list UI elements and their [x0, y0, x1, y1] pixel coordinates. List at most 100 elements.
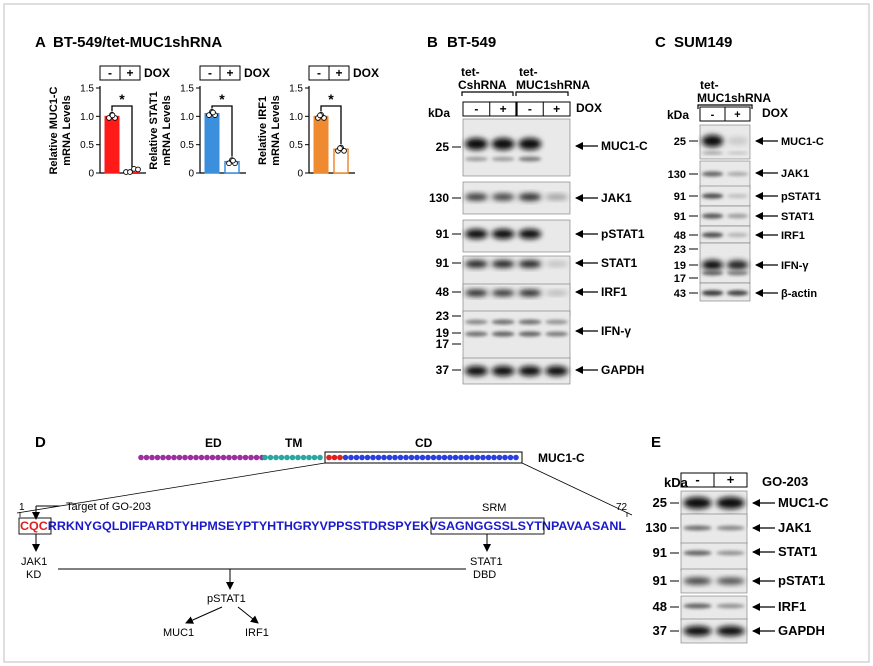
panel-c: C SUM149 tet- MUC1shRNA kDa DOX - + 25 MUC… — [655, 34, 824, 302]
domain-bead — [278, 454, 285, 461]
cd-bead — [408, 454, 415, 461]
cd-bead — [447, 454, 453, 461]
band — [701, 135, 724, 147]
band — [491, 366, 515, 376]
cd-bead — [425, 454, 431, 461]
bar-chart-2: - + DOX 0 0.5 1.0 1.5 Relative STAT1mRNA Levels… — [148, 65, 270, 180]
panel-c-group-line2: MUC1shRNA — [697, 91, 771, 105]
y-axis-label: Relative MUC1-CmRNA Levels — [48, 86, 73, 174]
y-tick-label: 1.5 — [80, 84, 94, 95]
band — [545, 319, 569, 325]
band — [464, 229, 488, 239]
band — [701, 193, 724, 199]
lane-label: - — [474, 102, 478, 116]
cd-bead — [359, 454, 365, 461]
protein-label: β-actin — [781, 288, 817, 300]
y-tick-label: 0 — [297, 169, 303, 180]
band — [716, 497, 745, 509]
cqc-bead — [337, 454, 343, 461]
protein-label: IFN-γ — [781, 260, 809, 272]
y-axis-label-line1: Relative MUC1-C — [48, 86, 60, 174]
target-gene-irf1: IRF1 — [245, 627, 269, 639]
blot-stat1: 91 STAT1 — [674, 205, 814, 227]
size-marker-130: 130 — [645, 520, 667, 535]
significance-bracket — [111, 105, 133, 168]
cd-bead — [502, 454, 508, 461]
domain-bead — [138, 454, 144, 461]
cd-bead — [480, 454, 486, 461]
band — [464, 331, 488, 337]
zoom-line-right — [521, 462, 633, 516]
cd-bead — [474, 454, 481, 461]
domain-bead — [311, 454, 318, 461]
dox-label: DOX — [244, 66, 270, 80]
dox-plus-label: + — [226, 66, 233, 80]
blot-irf1: 48 IRF1 — [436, 283, 627, 317]
domain-bead — [300, 454, 307, 461]
sequence-cqc-motif: CQC — [20, 519, 48, 533]
protein-label: IFN-γ — [601, 324, 631, 338]
cd-bead — [397, 454, 404, 461]
cd-bead — [458, 454, 464, 461]
blot-pstat1: 91 pSTAT1 — [674, 185, 821, 207]
significance-star: * — [119, 91, 125, 107]
panel-c-blots: 25 MUC1-C 130 JAK1 91 pSTAT1 91 STAT1 48 IRF1 23 19… — [668, 124, 824, 302]
protein-label: pSTAT1 — [781, 191, 821, 203]
band — [464, 260, 488, 268]
protein-label: IRF1 — [781, 230, 805, 242]
significance-bracket — [211, 105, 233, 157]
panel-c-group-bracket — [697, 104, 753, 109]
cd-bead — [419, 454, 426, 461]
domain-bead — [284, 454, 290, 461]
cd-bead — [370, 454, 376, 461]
panel-e-blots: 25 MUC1-C 130 JAK1 91 STAT1 91 pSTAT1 48 IRF1 37 GA… — [645, 490, 829, 644]
band — [683, 577, 712, 585]
blot-stat1: 91 STAT1 — [653, 542, 817, 572]
size-marker-130: 130 — [668, 169, 686, 181]
protein-label: JAK1 — [778, 520, 811, 535]
y-axis-label: Relative IRF1mRNA Levels — [257, 95, 282, 166]
size-marker-48: 48 — [653, 599, 667, 614]
jak1-kd-label: KD — [26, 569, 41, 581]
size-marker-48: 48 — [674, 230, 686, 242]
band — [701, 270, 724, 276]
domain-bead — [226, 454, 232, 461]
size-marker-91: 91 — [653, 573, 667, 588]
size-marker-23: 23 — [436, 309, 450, 323]
cd-bead — [414, 454, 420, 461]
domain-bead — [160, 454, 166, 461]
cqc-bead — [326, 454, 332, 461]
band — [491, 138, 515, 150]
y-axis-label-line2: mRNA Levels — [161, 95, 173, 166]
band — [683, 626, 712, 636]
go203-target-label: Target of GO-203 — [66, 501, 151, 513]
panel-e-letter: E — [651, 434, 661, 451]
replicate-point — [317, 112, 323, 119]
lane-label: - — [711, 109, 715, 121]
protein-label: pSTAT1 — [778, 573, 825, 588]
panel-b-lane-headers: - + - + — [462, 101, 571, 117]
band — [545, 290, 569, 296]
panel-c-lane-headers: - + — [699, 106, 751, 122]
band — [464, 319, 488, 325]
size-marker-91: 91 — [674, 191, 686, 203]
panel-d-letter: D — [35, 434, 46, 451]
band — [545, 194, 569, 200]
cd-bead — [469, 454, 475, 461]
domain-bead — [198, 454, 205, 461]
band — [518, 331, 542, 337]
domain-bead — [209, 454, 216, 461]
band — [701, 171, 724, 177]
panel-c-dox-label: DOX — [762, 106, 788, 120]
band — [464, 156, 488, 162]
pstat1-label: pSTAT1 — [207, 593, 246, 605]
bar-minus-dox — [313, 115, 329, 174]
cd-bead — [403, 454, 409, 461]
replicate-point — [109, 112, 116, 119]
pstat1-to-muc1-arrow — [185, 606, 223, 624]
y-tick-label: 0.5 — [80, 140, 94, 151]
band — [683, 497, 712, 509]
band — [716, 577, 745, 585]
band — [464, 138, 488, 150]
